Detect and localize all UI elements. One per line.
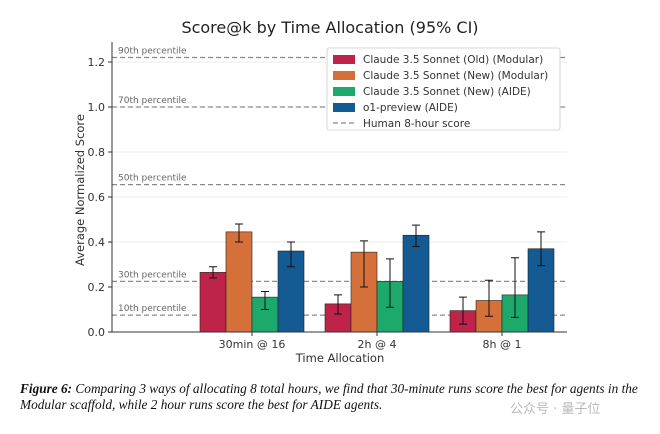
caption-label: Figure 6:: [20, 381, 73, 396]
chart-title: Score@k by Time Allocation (95% CI): [181, 18, 478, 37]
y-tick-label: 0.4: [88, 236, 106, 249]
y-tick-label: 1.2: [88, 56, 106, 69]
legend-swatch: [333, 103, 355, 112]
y-tick-label: 1.0: [88, 101, 106, 114]
x-axis-label: Time Allocation: [295, 351, 385, 365]
x-tick-label: 2h @ 4: [358, 338, 397, 351]
caption-text: Comparing 3 ways of allocating 8 total h…: [20, 381, 638, 412]
watermark: 公众号 · 量子位: [510, 402, 601, 417]
figure-caption: Figure 6: Comparing 3 ways of allocating…: [20, 381, 640, 413]
legend-label: Human 8-hour score: [363, 118, 470, 130]
legend-swatch: [333, 71, 355, 80]
percentile-label: 90th percentile: [118, 47, 187, 57]
percentile-label: 30th percentile: [118, 270, 187, 280]
legend-label: Claude 3.5 Sonnet (Old) (Modular): [363, 54, 543, 66]
bar: [402, 234, 430, 333]
y-tick-label: 0.2: [88, 281, 106, 294]
legend-swatch: [333, 55, 355, 64]
legend-label: Claude 3.5 Sonnet (New) (Modular): [363, 70, 548, 82]
y-tick-label: 0.8: [88, 146, 106, 159]
bar: [225, 231, 253, 333]
y-tick-label: 0.0: [88, 326, 106, 339]
y-axis-label: Average Normalized Score: [73, 114, 87, 266]
bar: [199, 272, 227, 333]
percentile-label: 10th percentile: [118, 304, 187, 314]
legend-swatch: [333, 87, 355, 96]
percentile-label: 50th percentile: [118, 174, 187, 184]
x-tick-label: 30min @ 16: [219, 338, 286, 351]
y-tick-label: 0.6: [88, 191, 106, 204]
legend-label: o1-preview (AIDE): [363, 102, 458, 114]
x-tick-label: 8h @ 1: [483, 338, 522, 351]
percentile-label: 70th percentile: [118, 96, 187, 106]
legend-box: [326, 47, 561, 131]
legend-label: Claude 3.5 Sonnet (New) (AIDE): [363, 86, 531, 98]
